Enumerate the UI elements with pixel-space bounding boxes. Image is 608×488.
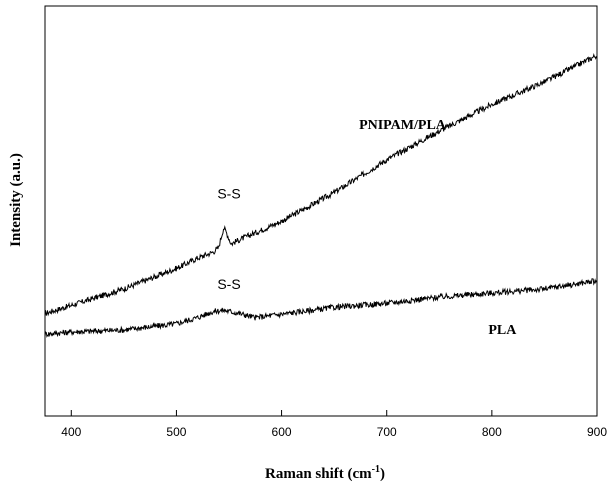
x-axis-title: Raman shift (cm-1): [265, 464, 385, 482]
annotation-label: PLA: [488, 323, 517, 338]
series-line: [44, 278, 597, 338]
x-tick-label: 500: [166, 425, 186, 439]
x-tick-label: 700: [377, 425, 397, 439]
x-tick-label: 400: [61, 425, 81, 439]
plot-frame: [44, 5, 598, 417]
annotation-label: PNIPAM/PLA: [359, 118, 447, 133]
series-line: [44, 53, 597, 317]
x-tick-label: 600: [272, 425, 292, 439]
annotation-label: S-S: [217, 186, 240, 202]
series-layer: [44, 53, 597, 338]
plot-area: [44, 5, 598, 417]
x-axis-ticks: 400 500 600 700 800 900: [61, 410, 607, 439]
y-axis-title: Intensity (a.u.): [8, 153, 24, 247]
x-tick-label: 800: [482, 425, 502, 439]
annotation-layer: PNIPAM/PLA S-S S-S PLA: [217, 118, 517, 338]
x-tick-label: 900: [587, 425, 607, 439]
annotation-label: S-S: [217, 276, 240, 292]
